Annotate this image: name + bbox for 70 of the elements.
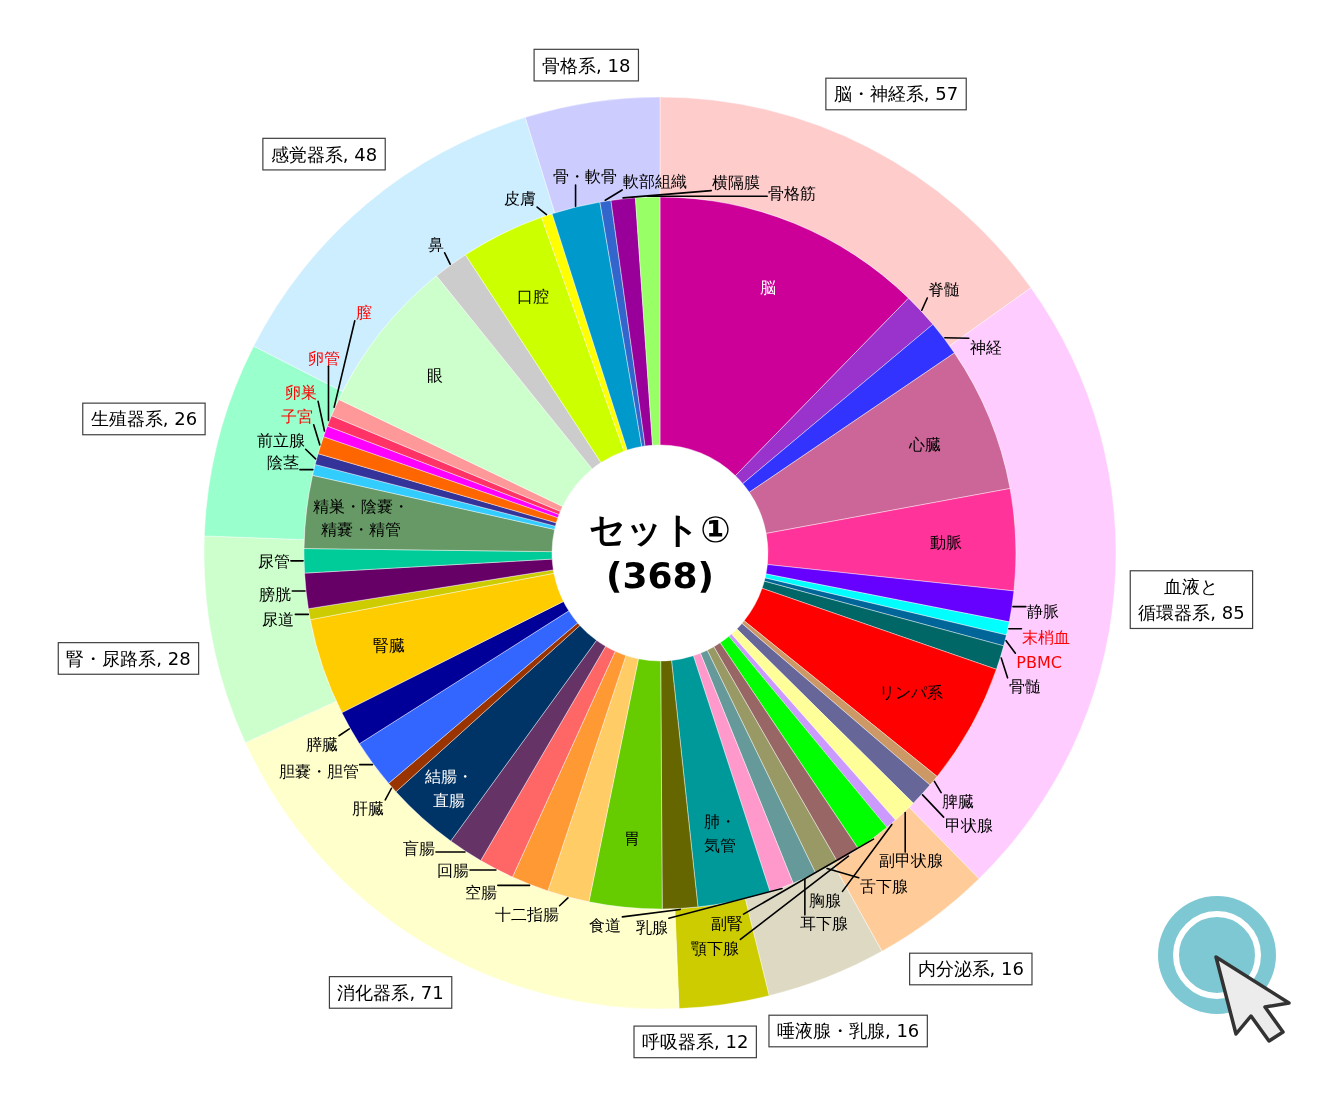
slice-label: 脊髄 — [928, 280, 961, 300]
slice-label: 生殖器系 — [90, 408, 163, 430]
slice-label: 食道 — [589, 916, 622, 936]
slice-label: 肝臓 — [352, 799, 385, 819]
text: (368) — [605, 554, 715, 596]
slice-label: PBMC — [1016, 652, 1062, 672]
slice-label: 十二指腸 — [494, 905, 559, 925]
slice-label: 結腸・直腸 — [423, 767, 473, 810]
slice-label: 末梢血 — [1022, 627, 1071, 647]
data-label: , 57 — [923, 83, 959, 105]
slice-label: 胸腺 — [809, 890, 842, 910]
slice-label: 顎下腺 — [691, 938, 740, 958]
slice-label: 空腸 — [464, 882, 497, 902]
slice-label: リンパ系 — [878, 682, 943, 702]
slice-label: 前立腺 — [256, 431, 305, 451]
slice-label: 陰茎 — [266, 453, 299, 473]
slice-label: 膣 — [355, 302, 372, 322]
data-label: , 48 — [342, 143, 378, 165]
slice-label: 膀胱 — [259, 585, 292, 605]
slice-label: 舌下腺 — [859, 877, 908, 897]
slice-label: 動脈 — [930, 532, 963, 552]
slice-label: 内分泌系 — [917, 958, 990, 980]
slice-label: 骨格筋 — [768, 184, 817, 204]
data-label: , 18 — [596, 54, 631, 76]
slice-label: 腎・尿路系 — [66, 647, 157, 669]
slice-label: 尿管 — [257, 552, 290, 572]
slice-label: 骨髄 — [1008, 677, 1041, 697]
slice-label: 脾臓 — [942, 792, 975, 811]
text: セット① — [589, 508, 731, 550]
slice-label: 腎臓 — [372, 635, 405, 655]
slice-label: 脳・神経系 — [833, 83, 924, 105]
slice-label: 呼吸器系 — [642, 1031, 715, 1053]
data-label: , 28 — [156, 647, 191, 669]
slice-label: 子宮 — [280, 406, 313, 426]
slice-label: 口腔 — [517, 286, 550, 306]
slice-label: 骨格系 — [542, 54, 597, 76]
data-label: , 26 — [162, 408, 198, 430]
slice-label: 副腎 — [710, 913, 743, 933]
slice-label: 皮膚 — [504, 189, 537, 209]
slice-label: 鼻 — [427, 235, 444, 254]
data-label: , 85 — [1210, 602, 1245, 624]
slice-label: 消化器系 — [337, 981, 410, 1003]
slice-label: 感覚器系 — [270, 143, 343, 165]
slice-label: 横隔膜 — [712, 172, 761, 192]
data-label: , 12 — [714, 1031, 749, 1053]
slice-label: 唾液腺・乳腺 — [776, 1020, 885, 1042]
slice-label: 卵管 — [308, 348, 341, 368]
slice-label: 胆嚢・胆管 — [278, 761, 359, 781]
slice-label: 副甲状腺 — [878, 851, 943, 871]
slice-label: 尿道 — [262, 610, 295, 630]
data-label: , 16 — [884, 1020, 920, 1042]
slice-label: 精巣・陰嚢・精嚢・精管 — [312, 497, 409, 540]
slice-label: 胃 — [624, 828, 641, 848]
slice-label: 耳下腺 — [800, 914, 849, 934]
data-label: , 71 — [409, 981, 444, 1003]
slice-label: 盲腸 — [402, 838, 435, 858]
slice-label: 甲状腺 — [944, 816, 993, 836]
slice-label: 回腸 — [437, 861, 469, 881]
slice-label: 乳腺 — [635, 917, 668, 937]
slice-label: 肺・気管 — [703, 812, 736, 855]
slice-label: 卵巣 — [285, 383, 318, 403]
slice-label: 神経 — [969, 337, 1002, 357]
slice-label: 眼 — [427, 366, 444, 385]
slice-label: 脳 — [760, 278, 776, 298]
slice-label: 静脈 — [1026, 601, 1059, 621]
data-label: , 16 — [989, 958, 1024, 980]
slice-label: 骨・軟骨 — [552, 167, 617, 187]
slice-label: 心臓 — [908, 434, 942, 454]
slice-label: 軟部組織 — [623, 172, 688, 192]
slice-label: 膵臓 — [306, 735, 339, 755]
